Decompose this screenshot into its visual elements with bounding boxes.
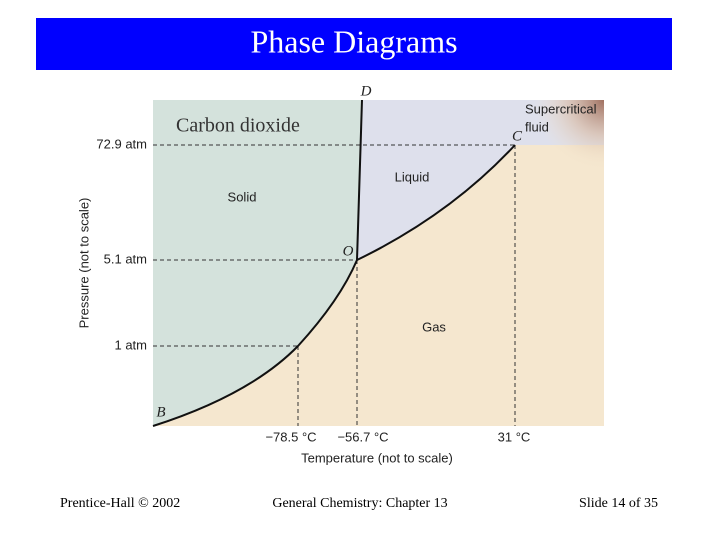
y-label: 5.1 atm: [104, 251, 147, 266]
point-label: B: [156, 404, 165, 420]
sublimation-curve: [152, 259, 358, 427]
point-label: D: [360, 83, 372, 99]
point-label: C: [512, 128, 523, 144]
x-axis-title: Temperature (not to scale): [301, 450, 453, 465]
slide-title: Phase Diagrams: [250, 23, 457, 59]
region-label: Gas: [422, 319, 446, 334]
region-label: Liquid: [395, 169, 430, 184]
region-label: fluid: [525, 119, 549, 134]
y-label: 72.9 atm: [96, 136, 147, 151]
supercritical-region: [520, 100, 604, 170]
region-label: Solid: [228, 189, 257, 204]
y-axis-title: Pressure (not to scale): [76, 198, 91, 329]
x-label: −56.7 °C: [337, 429, 388, 444]
substance-label: Carbon dioxide: [176, 115, 300, 137]
region-label: Supercritical: [525, 101, 597, 116]
solid-region: [153, 100, 362, 426]
footer-center: General Chemistry: Chapter 13: [272, 496, 447, 511]
y-label: 1 atm: [114, 337, 147, 352]
melting-curve: [356, 99, 363, 261]
x-label: 31 °C: [498, 429, 531, 444]
footer-right: Slide 14 of 35: [579, 496, 658, 511]
point-label: O: [343, 243, 354, 259]
guide-lines: [153, 144, 516, 426]
title-bar: [36, 18, 672, 70]
x-label: −78.5 °C: [265, 429, 316, 444]
vaporization-curve: [356, 144, 516, 261]
footer-left: Prentice-Hall © 2002: [60, 496, 180, 511]
